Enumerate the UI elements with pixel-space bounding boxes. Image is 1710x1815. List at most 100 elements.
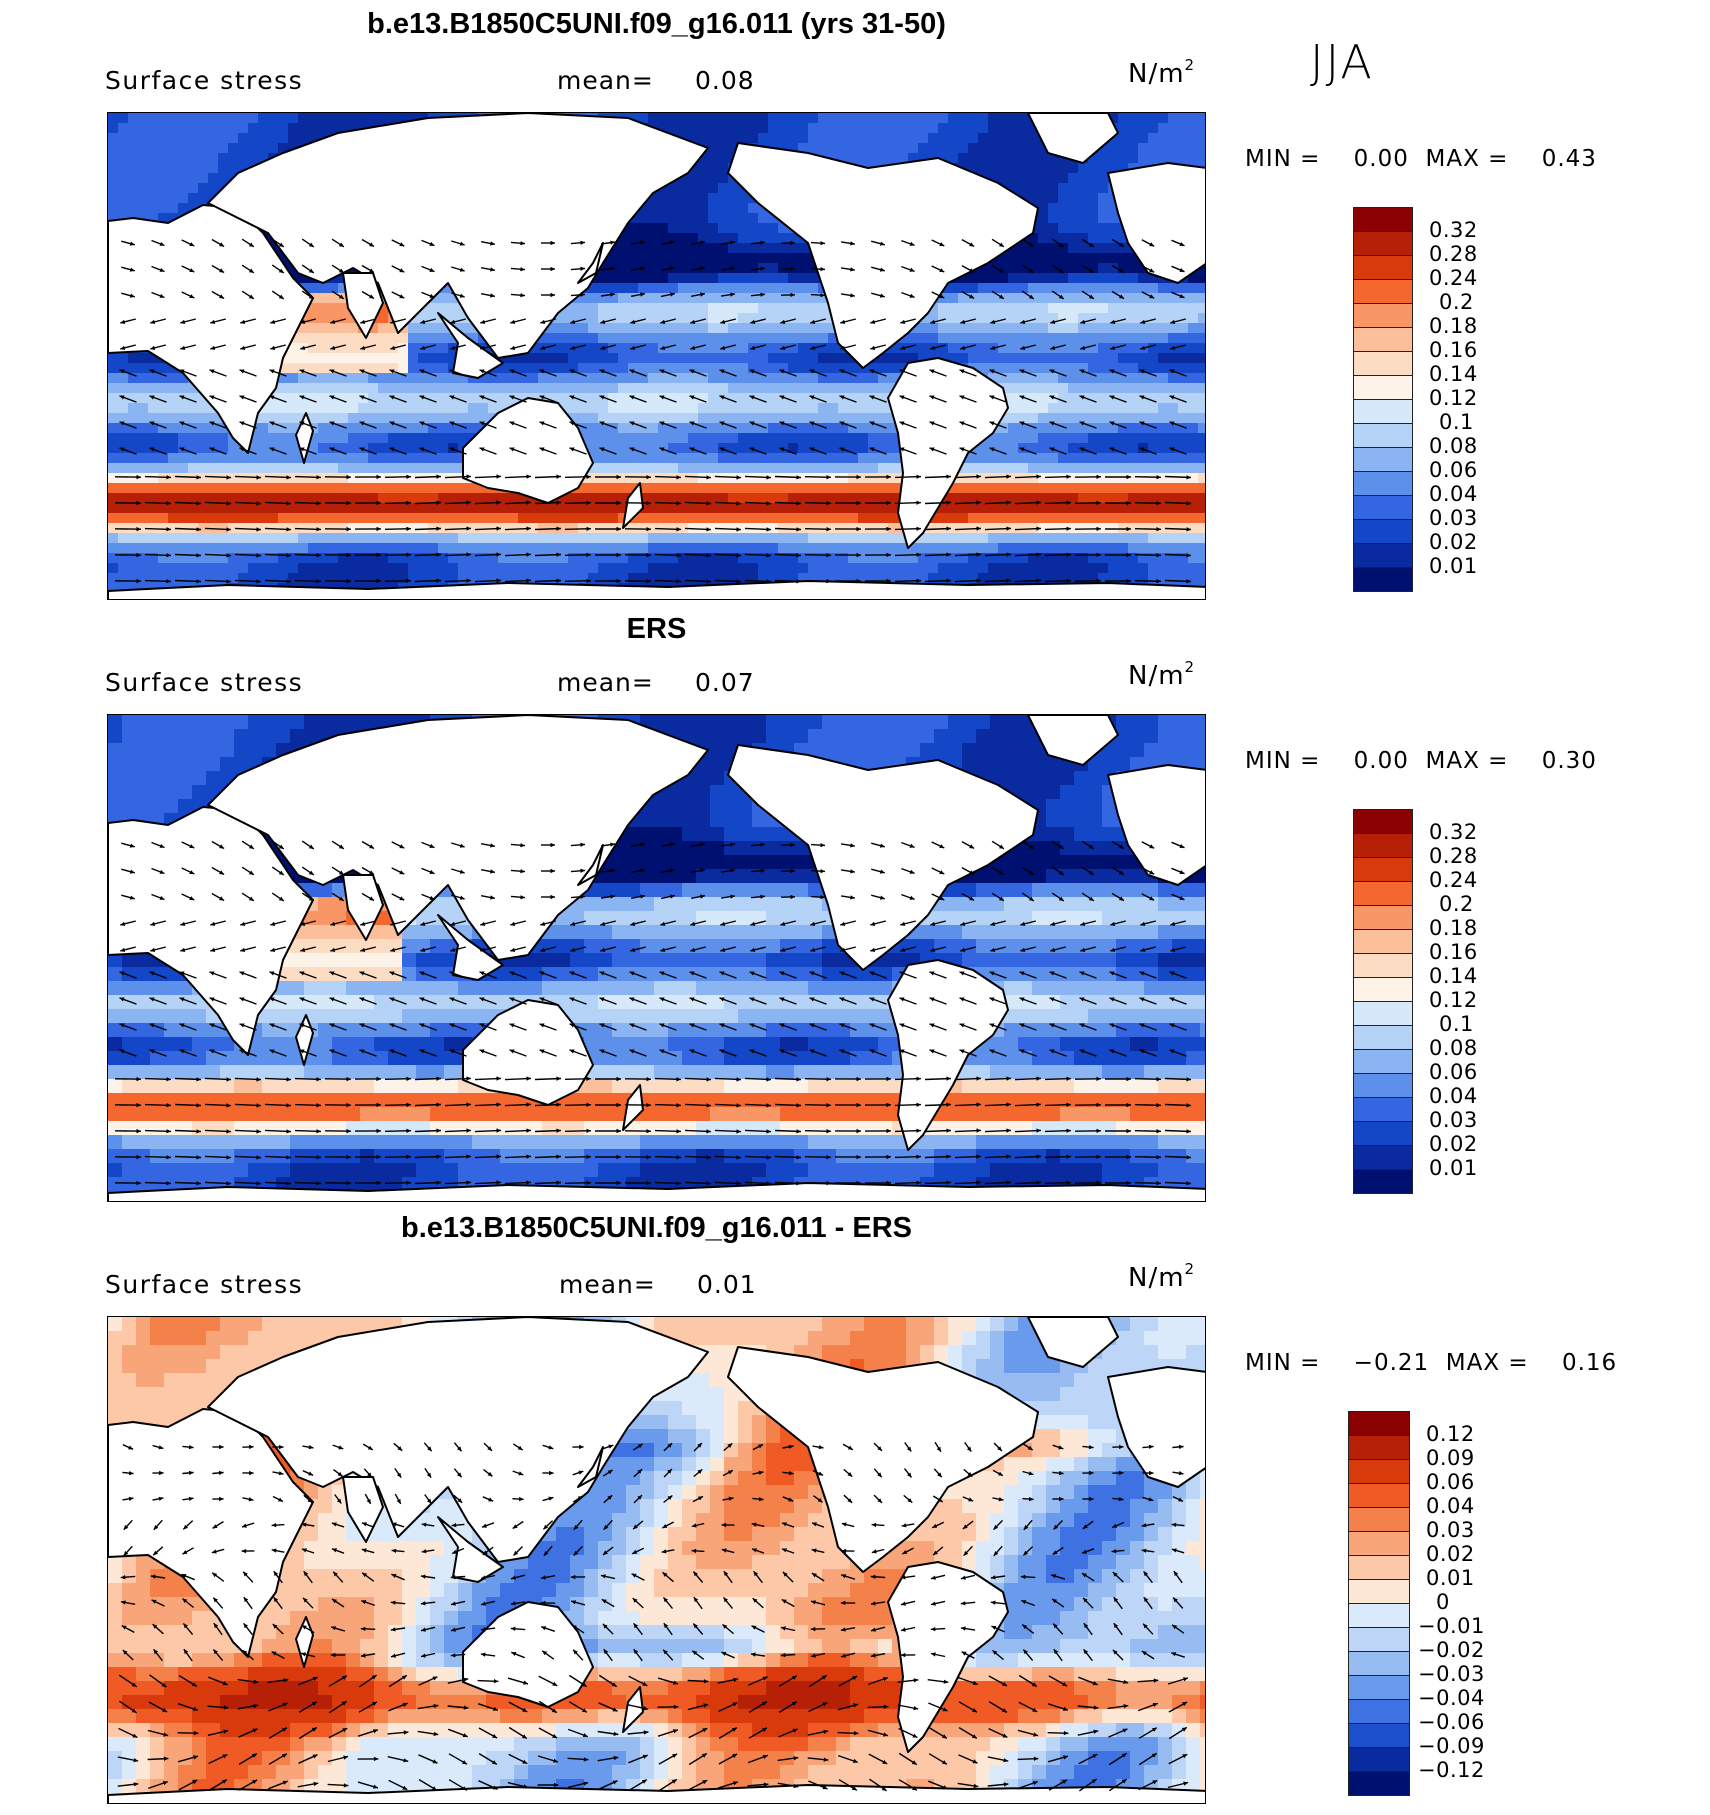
colorbar-level-label: 0.24	[1429, 266, 1478, 290]
coastline-namerica	[727, 142, 1039, 369]
colorbar-level-label: 0.2	[1439, 892, 1474, 916]
colorbar-level-label: −0.12	[1418, 1758, 1485, 1782]
colorbar-swatch	[1353, 471, 1413, 496]
colorbar-swatch	[1353, 1049, 1413, 1074]
coastline-europe	[1107, 764, 1205, 886]
colorbar-level-label: 0.01	[1426, 1566, 1475, 1590]
coastline-japan	[577, 1446, 604, 1488]
mean-value: 0.08	[695, 66, 755, 95]
coastline-namerica	[727, 744, 1039, 971]
coastline-seasia	[437, 312, 504, 379]
colorbar-swatch	[1348, 1771, 1410, 1796]
stress-vectors	[117, 1441, 1189, 1792]
coastline-greenland	[1027, 715, 1119, 766]
stress-vectors	[114, 840, 1192, 1186]
colorbar-level-label: 0.1	[1439, 410, 1474, 434]
colorbar-level-label: 0.01	[1429, 1156, 1478, 1180]
colorbar-swatch	[1348, 1675, 1410, 1700]
map-obs	[107, 714, 1206, 1202]
colorbar-swatch	[1353, 1121, 1413, 1146]
coastline-africa	[108, 204, 314, 454]
colorbar-level-label: 0.03	[1429, 1108, 1478, 1132]
stress-vectors	[114, 238, 1192, 584]
variable-label: Surface stress	[105, 668, 304, 697]
colorbar-swatch	[1348, 1723, 1410, 1748]
colorbar-swatch	[1353, 351, 1413, 376]
colorbar-swatch	[1353, 327, 1413, 352]
colorbar-level-label: 0.14	[1429, 362, 1478, 386]
coastline-eurasia	[207, 715, 709, 961]
colorbar-level-label: 0.16	[1429, 940, 1478, 964]
colorbar-swatch	[1348, 1507, 1410, 1532]
colorbar-level-label: 0.16	[1429, 338, 1478, 362]
colorbar-swatch	[1348, 1483, 1410, 1508]
colorbar-swatch	[1353, 1001, 1413, 1026]
colorbar-swatch	[1353, 833, 1413, 858]
colorbar-level-label: 0.18	[1429, 916, 1478, 940]
colorbar-swatch	[1353, 279, 1413, 304]
colorbar-level-label: 0.02	[1429, 530, 1478, 554]
coastline-seasia	[437, 1516, 504, 1583]
colorbar-level-label: 0.06	[1429, 1060, 1478, 1084]
panel-title: ERS	[626, 613, 687, 645]
colorbar-level-label: 0.06	[1429, 458, 1478, 482]
colorbar-swatch	[1348, 1747, 1410, 1772]
colorbar-level-label: 0.02	[1426, 1542, 1475, 1566]
units-label: N/m2	[1128, 1260, 1196, 1293]
colorbar-swatch	[1353, 231, 1413, 256]
colorbar-level-label: 0.03	[1426, 1518, 1475, 1542]
min-max-readout: MIN = −0.21 MAX = 0.16	[1245, 1350, 1618, 1376]
coastline-greenland	[1027, 113, 1119, 164]
colorbar-level-label: 0.04	[1429, 1084, 1478, 1108]
colorbar-level-label: 0.24	[1429, 868, 1478, 892]
colorbar-swatch	[1348, 1411, 1410, 1436]
coastline-africa	[108, 806, 314, 1056]
colorbar-level-label: 0.18	[1429, 314, 1478, 338]
coastline-eurasia	[207, 1317, 709, 1563]
colorbar-level-label: 0.32	[1429, 218, 1478, 242]
mean-label: mean=	[559, 1270, 656, 1299]
coastline-greenland	[1027, 1317, 1119, 1368]
colorbar-level-label: 0.09	[1426, 1446, 1475, 1470]
colorbar-swatch	[1353, 447, 1413, 472]
mean-label: mean=	[557, 66, 654, 95]
colorbar-swatch	[1348, 1651, 1410, 1676]
variable-label: Surface stress	[105, 66, 304, 95]
colorbar-level-label: 0.04	[1426, 1494, 1475, 1518]
colorbar-swatch	[1353, 1145, 1413, 1170]
colorbar-swatch	[1353, 809, 1413, 834]
colorbar-level-label: −0.02	[1418, 1638, 1485, 1662]
colorbar-level-label: 0.12	[1429, 386, 1478, 410]
colorbar-swatch	[1353, 1073, 1413, 1098]
colorbar-level-label: −0.04	[1418, 1686, 1485, 1710]
colorbar-level-label: 0.04	[1429, 482, 1478, 506]
mean-value: 0.01	[697, 1270, 757, 1299]
colorbar-swatch	[1353, 519, 1413, 544]
colorbar-level-label: 0.12	[1426, 1422, 1475, 1446]
mean-label: mean=	[557, 668, 654, 697]
coastline-india	[342, 874, 384, 941]
colorbar-swatch	[1353, 881, 1413, 906]
panel-title: b.e13.B1850C5UNI.f09_g16.011 - ERS	[401, 1212, 912, 1244]
colorbar-swatch	[1353, 423, 1413, 448]
land-masses	[108, 113, 1205, 599]
colorbar-swatch	[1353, 543, 1413, 568]
coastline-india	[342, 272, 384, 339]
colorbar-swatch	[1353, 857, 1413, 882]
units-label: N/m2	[1128, 56, 1196, 89]
colorbar-swatch	[1353, 399, 1413, 424]
colorbar-swatch	[1348, 1627, 1410, 1652]
coastline-nz	[622, 1686, 644, 1733]
colorbar-level-label: −0.06	[1418, 1710, 1485, 1734]
coastline-europe	[1107, 1366, 1205, 1488]
colorbar-level-label: 0.02	[1429, 1132, 1478, 1156]
colorbar-swatch	[1348, 1531, 1410, 1556]
colorbar-swatch	[1353, 255, 1413, 280]
panel-title: b.e13.B1850C5UNI.f09_g16.011 (yrs 31-50)	[367, 8, 946, 40]
colorbar-level-label: 0.14	[1429, 964, 1478, 988]
colorbar-level-label: −0.03	[1418, 1662, 1485, 1686]
colorbar-level-label: 0	[1436, 1590, 1450, 1614]
colorbar-level-label: 0.12	[1429, 988, 1478, 1012]
colorbar-level-label: 0.08	[1429, 1036, 1478, 1060]
variable-label: Surface stress	[105, 1270, 304, 1299]
